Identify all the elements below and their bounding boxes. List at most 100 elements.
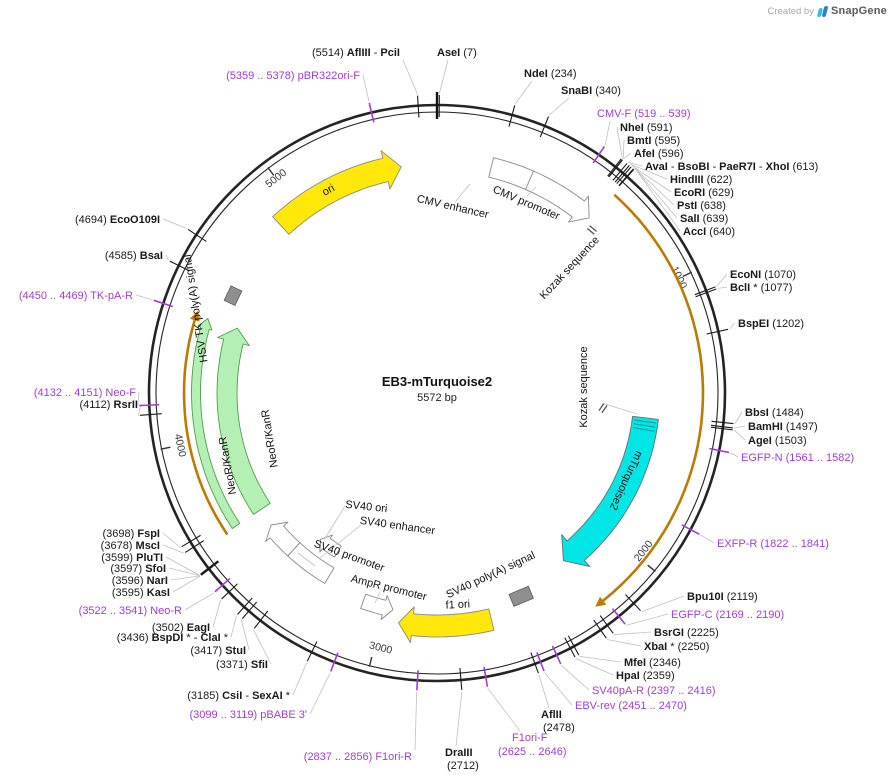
tick-bsaI <box>169 260 190 272</box>
tick-pbabe-3 <box>329 652 339 672</box>
site-label-part: (1503) <box>772 435 807 447</box>
site-label-fspI: (3698) FspI <box>103 528 160 540</box>
leader-neo-r <box>184 592 215 611</box>
leader-f1ori-r <box>414 691 418 751</box>
site-label-bspEI: BspEI (1202) <box>738 318 804 330</box>
leader-bclI <box>717 286 728 289</box>
tick-draIII <box>459 667 463 691</box>
site-label-part: (3597) <box>110 563 145 575</box>
site-label-part: AseI <box>437 47 460 59</box>
tick-accI <box>618 168 635 187</box>
site-label-ecoRI: EcoRI (629) <box>674 187 734 199</box>
tick-f1ori-r <box>415 670 419 691</box>
site-label-part: SfiI <box>251 659 268 671</box>
tick-ecoO109I <box>187 228 207 242</box>
site-label-part: EagI <box>187 622 210 634</box>
sv40-polya-signal-box <box>508 585 534 607</box>
site-label-part: ClaI <box>200 632 220 644</box>
leader-eagI <box>212 599 221 628</box>
ampr-promoter-arrow <box>360 593 394 620</box>
tick-neo-f <box>139 403 160 407</box>
neor-kanr-translation-arrow <box>191 318 241 529</box>
site-label-ecoO109I: (4694) EcoO109I <box>75 214 160 226</box>
site-label-part: NdeI <box>524 68 548 80</box>
ori-arrow <box>272 150 402 235</box>
leader-ecoNI <box>716 273 728 287</box>
leader-bpu10I <box>641 595 685 613</box>
site-label-ndeI: NdeI (234) <box>524 68 577 80</box>
site-label-part: PaeR7I <box>719 161 756 173</box>
leader-bspDI-claI <box>230 615 237 638</box>
site-label-aflII: AflII <box>541 709 562 721</box>
site-label-part: PciI <box>380 47 400 59</box>
leader-neo-f <box>137 391 140 406</box>
site-label-part: - <box>242 690 252 702</box>
site-label-part: (1070) <box>761 269 796 281</box>
site-label-bmtI: BmtI (595) <box>627 135 680 147</box>
leader-hindIII <box>630 163 668 180</box>
site-label-part: (639) <box>700 213 729 225</box>
position-number-5000: 5000 <box>263 167 289 191</box>
tick-neo-r <box>214 577 231 593</box>
kozak-mark-1 <box>586 225 598 235</box>
site-label-egfp-n: EGFP-N (1561 .. 1582) <box>741 452 854 464</box>
site-label-part: EGFP-C (2169 .. 2190) <box>671 609 784 621</box>
site-label-f1ori-f: F1ori-F <box>512 732 548 744</box>
leader-ageI <box>733 429 746 441</box>
site-label-bamHI: BamHI (1497) <box>748 421 818 433</box>
site-label-part: * <box>221 632 229 644</box>
site-label-eagI: (3502) EagI <box>152 622 210 634</box>
site-label-part: (5359 .. 5378) pBR322ori-F <box>226 70 360 82</box>
site-label-sfoI: (3597) SfoI <box>110 563 166 575</box>
site-label-part: DraIII <box>445 747 473 759</box>
site-label-part: BbsI <box>745 407 769 419</box>
leader-ecoO109I <box>162 218 187 229</box>
tick-xbaI <box>593 619 607 639</box>
site-label-part: CMV-F (519 .. 539) <box>597 108 691 120</box>
site-label-part: NheI <box>620 122 644 134</box>
eb3-mturquoise2-cds-arc <box>602 193 705 602</box>
site-label-pbabe-3: (3099 .. 3119) pBABE 3' <box>190 709 307 721</box>
tick-aflIII-pciI <box>416 95 420 118</box>
feature-leader-0 <box>454 183 471 203</box>
site-label-part: (1484) <box>769 407 804 419</box>
leader-pbabe-3 <box>309 672 331 715</box>
tick-f1ori-f <box>483 666 489 687</box>
leader-bspEI <box>729 322 736 330</box>
site-label-part: (3099 .. 3119) pBABE 3' <box>190 709 307 721</box>
site-label-part: (2359) <box>640 670 675 682</box>
site-label-part: BsaI <box>140 250 163 262</box>
site-label-draIII-pos: (2712) <box>447 760 479 772</box>
feature-label-kozak-sequence-3: Kozak sequence <box>538 234 602 302</box>
tick-cmv-f <box>592 146 606 164</box>
tick-bsrGI <box>599 615 614 634</box>
kozak-mark-line <box>598 402 605 412</box>
site-label-stuI: (3417) StuI <box>190 645 246 657</box>
tick-avaI-bsoBI-paeR7I-xhoI <box>612 163 628 181</box>
site-label-part: RsrII <box>114 399 138 411</box>
site-label-hpaI: HpaI (2359) <box>616 670 675 682</box>
kozak-mark-line <box>601 404 608 414</box>
site-label-rsrII: (4112) RsrII <box>79 399 138 411</box>
leader-pstI <box>634 167 675 206</box>
kozak-mark-line <box>589 225 598 233</box>
tick-bpu10I <box>625 594 641 612</box>
site-label-part: EGFP-N (1561 .. 1582) <box>741 452 854 464</box>
site-label-part: BmtI <box>627 135 651 147</box>
site-label-part: (596) <box>655 148 684 160</box>
site-label-part: (4694) <box>75 214 110 226</box>
leader-accI <box>634 167 681 232</box>
thousand-tick-4000 <box>160 446 171 450</box>
site-label-aflIII-pciI: (5514) AflIII - PciI <box>312 47 400 59</box>
neor-kanr-cds-arrow <box>216 327 271 515</box>
site-label-part: SnaBI <box>561 85 592 97</box>
tick-stuI <box>241 601 258 619</box>
leader-snaBI <box>548 97 570 116</box>
site-label-snaBI: SnaBI (340) <box>561 85 621 97</box>
feature-label-cmv-enhancer-1: CMV enhancer <box>416 193 491 221</box>
tick-egfp-n <box>709 447 730 454</box>
site-label-part: (1202) <box>769 318 804 330</box>
tick-mscI <box>184 540 205 553</box>
eb3-mturquoise2-cds-arrowhead <box>595 596 607 607</box>
site-label-part: (2346) <box>646 657 681 669</box>
